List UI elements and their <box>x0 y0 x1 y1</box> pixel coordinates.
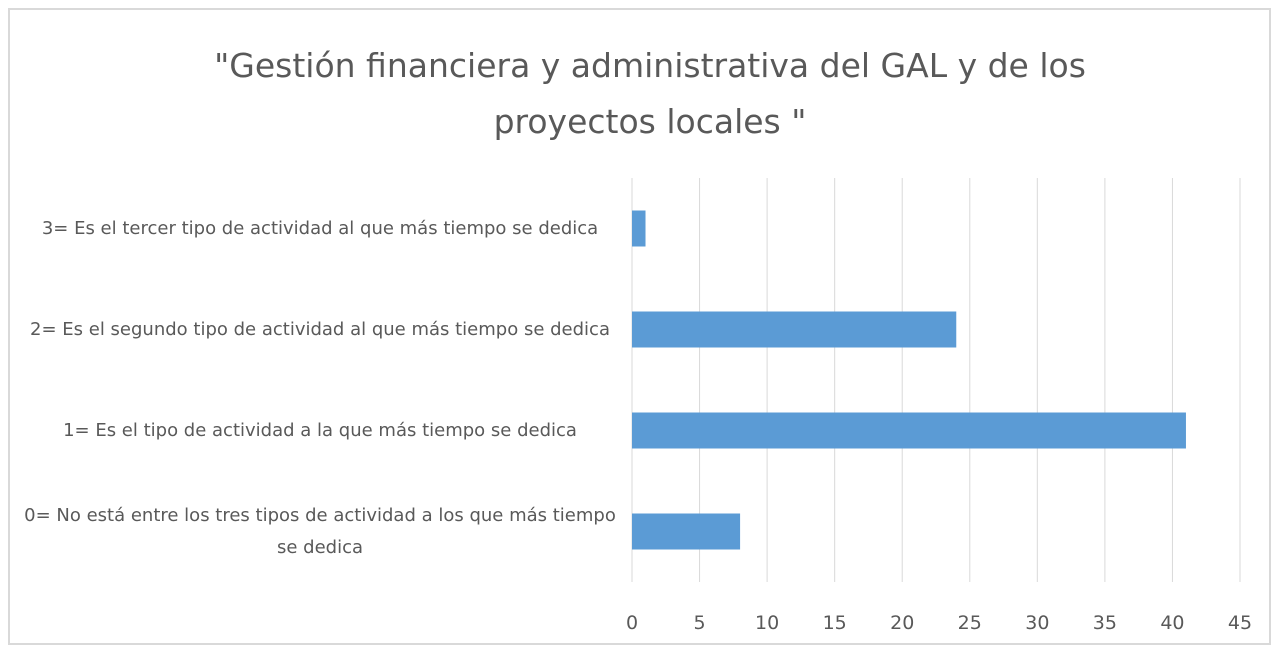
x-tick-label: 0 <box>626 612 638 634</box>
chart-border <box>8 8 1271 645</box>
x-tick-label: 15 <box>823 612 847 634</box>
bar <box>632 412 1186 449</box>
bar <box>632 210 646 247</box>
y-tick-label: 3= Es el tercer tipo de actividad al que… <box>41 217 599 239</box>
x-tick-label: 20 <box>890 612 914 634</box>
x-tick-label: 5 <box>694 612 706 634</box>
x-tick-label: 25 <box>958 612 982 634</box>
y-tick-label: 0= No está entre los tres tipos de activ… <box>24 504 616 558</box>
x-tick-label: 35 <box>1093 612 1117 634</box>
x-tick-label: 40 <box>1160 612 1184 634</box>
x-tick-label: 45 <box>1228 612 1252 634</box>
x-tick-label: 30 <box>1025 612 1049 634</box>
bar <box>632 513 741 550</box>
y-tick-label: 2= Es el segundo tipo de actividad al qu… <box>30 318 610 340</box>
chart-title: "Gestión financiera y administrativa del… <box>214 46 1086 141</box>
bar <box>632 311 957 348</box>
x-tick-label: 10 <box>755 612 779 634</box>
y-tick-label: 1= Es el tipo de actividad a la que más … <box>63 419 577 441</box>
